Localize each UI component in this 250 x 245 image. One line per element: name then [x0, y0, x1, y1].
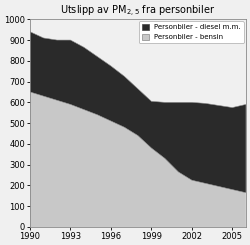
Legend: Personbiler - diesel m.m., Personbiler - bensin: Personbiler - diesel m.m., Personbiler -… [139, 21, 244, 43]
Title: Utslipp av PM$_{2,5}$ fra personbiler: Utslipp av PM$_{2,5}$ fra personbiler [60, 4, 216, 19]
